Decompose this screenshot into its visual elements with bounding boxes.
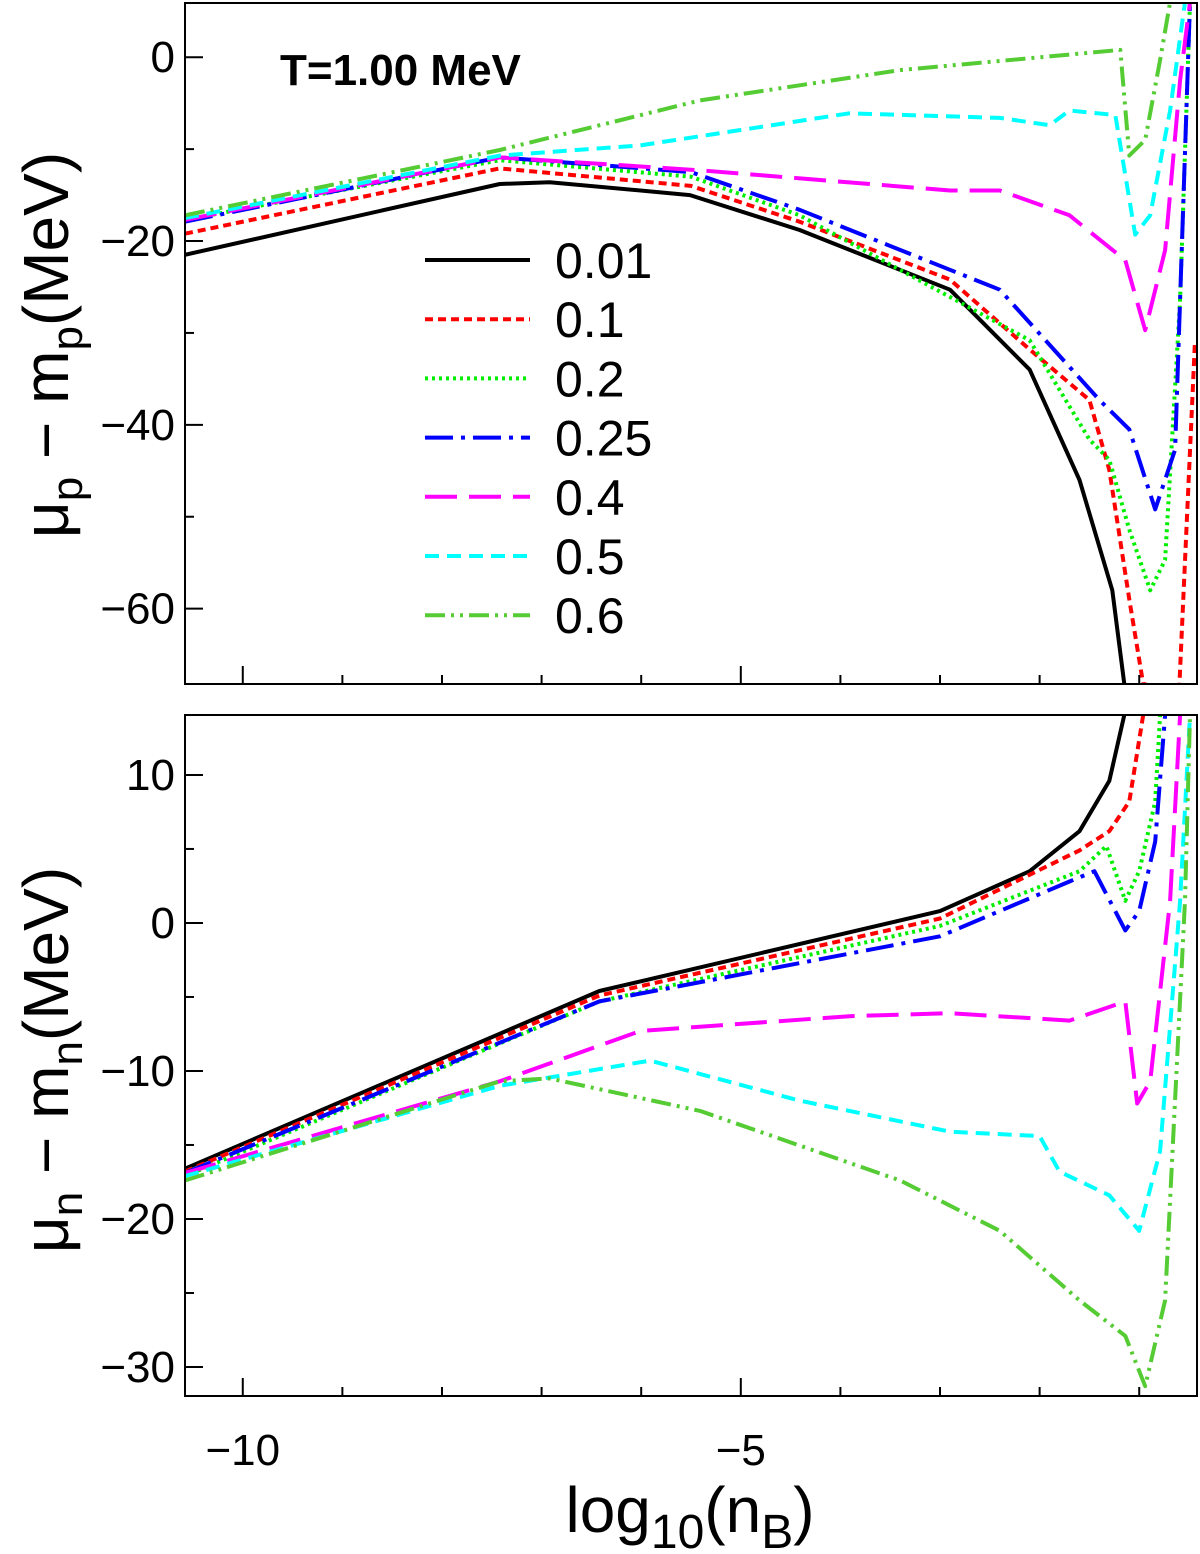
y-tick-label: −30 — [100, 1343, 175, 1392]
series-line-0.01 — [185, 180, 1127, 684]
series-group — [185, 3, 1197, 684]
series-line-0.4 — [185, 715, 1183, 1176]
top-panel: 0 −20 −40 −60 — [100, 2, 1198, 685]
series-line-0.6 — [185, 715, 1192, 1389]
legend-item: 0.6 — [425, 588, 625, 644]
bottom-panel: −10 −5 10 0 −10 −20 −30 — [100, 714, 1198, 1475]
y-tick-label: −40 — [100, 401, 175, 450]
legend-item: 0.5 — [425, 529, 625, 585]
series-line-0.4 — [185, 3, 1192, 333]
legend-label: 0.4 — [555, 470, 625, 526]
legend-label: 0.25 — [555, 411, 652, 467]
plot-frame — [184, 2, 1198, 685]
legend-label: 0.5 — [555, 529, 625, 585]
chart-title: T=1.00 MeV — [280, 46, 522, 95]
legend: 0.010.10.20.250.40.50.6 — [425, 233, 652, 644]
legend-item: 0.4 — [425, 470, 625, 526]
series-group — [185, 715, 1192, 1389]
legend-item: 0.01 — [425, 233, 652, 289]
y-tick-label: −20 — [100, 1195, 175, 1244]
top-y-axis-label: μp − mp(MeV) — [10, 152, 92, 538]
legend-label: 0.6 — [555, 588, 625, 644]
plot-frame — [184, 714, 1198, 1397]
y-tick-label: −10 — [100, 1047, 175, 1096]
y-tick-label: 10 — [126, 751, 175, 800]
series-line-0.6 — [185, 3, 1172, 218]
series-line-0.25 — [185, 715, 1168, 1175]
legend-label: 0.1 — [555, 292, 625, 348]
legend-item: 0.1 — [425, 292, 625, 348]
y-tick-label: −60 — [100, 585, 175, 634]
bottom-y-axis-label: μn − mn(MeV) — [10, 867, 92, 1253]
y-tick-label: 0 — [151, 33, 175, 82]
series-line-0.5 — [185, 715, 1192, 1233]
legend-item: 0.25 — [425, 411, 652, 467]
series-line-0.2 — [185, 3, 1192, 593]
y-tick-label: −20 — [100, 217, 175, 266]
legend-item: 0.2 — [425, 351, 625, 407]
series-line-0.1 — [185, 166, 1197, 684]
x-tick-label: −5 — [716, 1426, 766, 1475]
series-line-0.25 — [185, 3, 1192, 512]
legend-label: 0.01 — [555, 233, 652, 289]
x-tick-label: −10 — [205, 1426, 280, 1475]
y-tick-label: 0 — [151, 899, 175, 948]
series-line-0.01 — [185, 715, 1127, 1171]
legend-label: 0.2 — [555, 351, 625, 407]
x-axis-label: log10(nB) — [565, 1474, 814, 1554]
series-line-0.5 — [185, 3, 1187, 237]
series-line-0.1 — [185, 715, 1146, 1174]
